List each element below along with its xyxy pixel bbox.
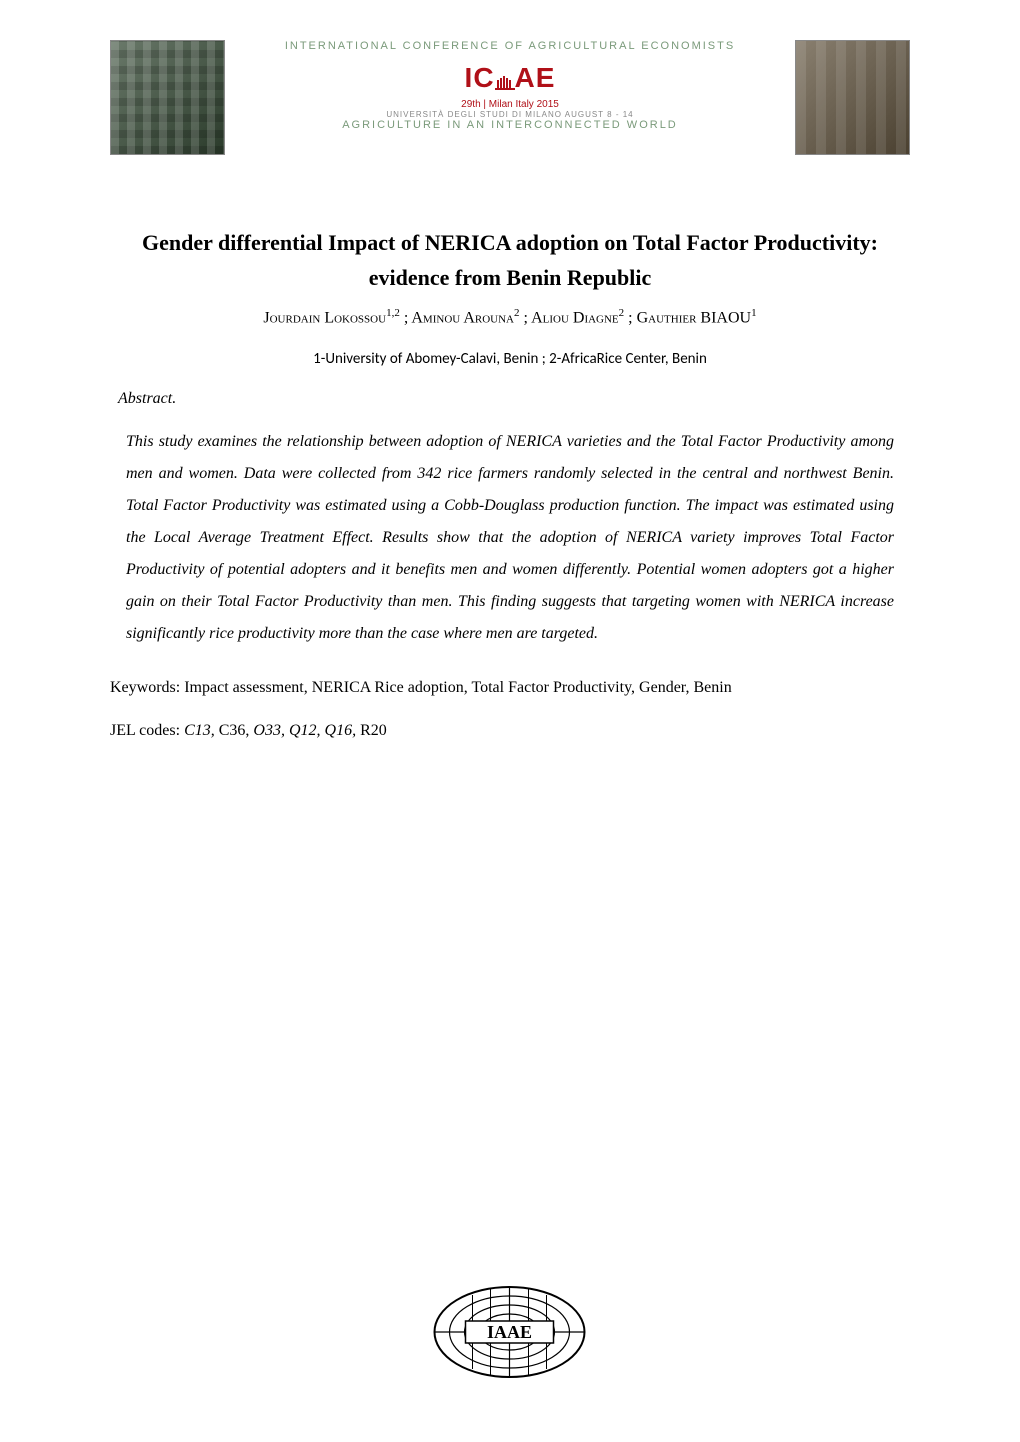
author-2: Aminou Arouna <box>411 310 514 327</box>
paper-title: Gender differential Impact of NERICA ado… <box>110 225 910 295</box>
building-icon <box>495 70 515 90</box>
banner-image-right <box>795 40 910 155</box>
banner-image-left <box>110 40 225 155</box>
conference-banner: INTERNATIONAL CONFERENCE OF AGRICULTURAL… <box>110 40 910 175</box>
jel-code-part: O33, Q12, Q16, <box>253 722 356 739</box>
banner-center: INTERNATIONAL CONFERENCE OF AGRICULTURAL… <box>225 40 795 131</box>
jel-label: JEL codes: <box>110 722 184 739</box>
iaae-logo-svg: IAAE <box>428 1277 593 1387</box>
abstract-body: This study examines the relationship bet… <box>126 426 894 650</box>
banner-top-line: INTERNATIONAL CONFERENCE OF AGRICULTURAL… <box>235 40 785 52</box>
authors-line: Jourdain Lokossou1,2 ; Aminou Arouna2 ; … <box>110 307 910 327</box>
jel-line: JEL codes: C13, C36, O33, Q12, Q16, R20 <box>110 717 910 746</box>
icae-logo: ICAE <box>465 62 556 94</box>
author-4: Gauthier BIAOU <box>637 310 752 327</box>
iaae-logo-text: IAAE <box>487 1322 532 1342</box>
author-1-sup: 1,2 <box>386 307 400 319</box>
keywords-line: Keywords: Impact assessment, NERICA Rice… <box>110 674 910 703</box>
affiliations: 1-University of Abomey-Calavi, Benin ; 2… <box>110 350 910 368</box>
author-sep-1: ; <box>400 310 412 327</box>
abstract-label: Abstract. <box>118 390 902 408</box>
author-1: Jourdain Lokossou <box>263 310 386 327</box>
keywords-label: Keywords: <box>110 679 184 696</box>
author-sep-2: ; <box>520 310 532 327</box>
jel-code-part: C13, <box>184 722 215 739</box>
author-sep-3: ; <box>624 310 636 327</box>
banner-venue-line: UNIVERSITÀ DEGLI STUDI DI MILANO AUGUST … <box>235 110 785 119</box>
icae-logo-text: ICAE <box>465 62 556 93</box>
banner-theme-line: AGRICULTURE IN AN INTERCONNECTED WORLD <box>235 119 785 131</box>
keywords-text: Impact assessment, NERICA Rice adoption,… <box>184 679 731 696</box>
abstract-section: Abstract. This study examines the relati… <box>118 390 902 650</box>
author-4-sup: 1 <box>751 307 757 319</box>
jel-code-part: C36, <box>215 722 254 739</box>
jel-codes: C13, C36, O33, Q12, Q16, R20 <box>184 722 387 739</box>
jel-code-part: R20 <box>356 722 387 739</box>
iaae-footer-logo: IAAE <box>428 1277 593 1387</box>
banner-edition-line: 29th | Milan Italy 2015 <box>235 99 785 110</box>
author-3: Aliou Diagne <box>531 310 619 327</box>
